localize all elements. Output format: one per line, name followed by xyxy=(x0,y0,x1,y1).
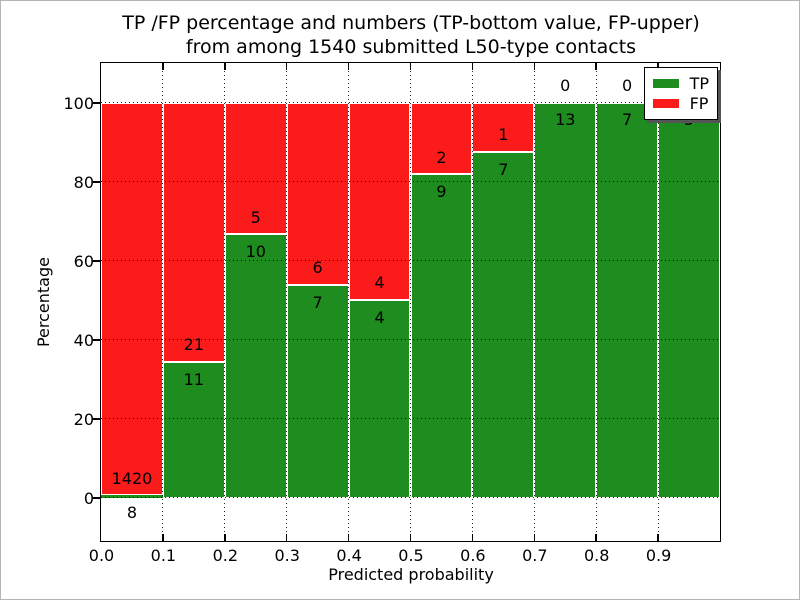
y-tick xyxy=(93,260,100,262)
x-tick-label: 0.9 xyxy=(645,546,672,565)
x-tick-top xyxy=(657,63,659,70)
x-tick-label: 0.8 xyxy=(583,546,610,565)
v-gridline xyxy=(162,63,164,541)
fp-count-label: 1420 xyxy=(111,468,153,488)
fp-count-label: 5 xyxy=(250,207,261,227)
legend-item: FP xyxy=(652,94,709,113)
tp-bar-segment xyxy=(596,102,659,498)
tp-count-label: 7 xyxy=(622,110,633,130)
y-tick-label: 0 xyxy=(83,488,94,508)
x-tick-top xyxy=(347,63,350,70)
legend: TP FP xyxy=(643,67,718,120)
x-tick-bottom xyxy=(285,534,288,541)
x-tick-bottom xyxy=(162,534,164,541)
fp-count-label: 0 xyxy=(560,75,571,95)
v-gridline xyxy=(348,63,350,541)
x-tick-label: 0.2 xyxy=(212,546,239,565)
tp-count-label: 10 xyxy=(245,241,266,261)
v-gridline xyxy=(595,63,597,541)
y-tick xyxy=(93,102,100,104)
x-tick-bottom xyxy=(347,534,350,541)
y-tick xyxy=(93,339,100,341)
x-tick-label: 0.3 xyxy=(274,546,300,565)
x-tick-label: 0.6 xyxy=(460,546,486,565)
y-tick xyxy=(93,497,100,499)
tp-count-label: 9 xyxy=(436,182,447,202)
fp-bar-segment xyxy=(162,102,225,362)
x-tick-label: 0.1 xyxy=(150,546,177,565)
y-tick-label: 100 xyxy=(63,93,94,113)
v-gridline xyxy=(224,63,226,541)
fp-count-label: 2 xyxy=(436,147,447,167)
fp-bar-segment xyxy=(101,102,163,496)
fp-count-label: 0 xyxy=(622,75,633,95)
x-tick-top xyxy=(224,63,226,70)
x-tick-label: 0.0 xyxy=(88,546,115,565)
tp-count-label: 11 xyxy=(183,369,205,389)
x-tick-label: 0.7 xyxy=(522,546,548,565)
grid-layer xyxy=(101,63,720,541)
x-tick-bottom xyxy=(595,534,597,541)
v-gridline xyxy=(657,63,659,541)
x-tick-bottom xyxy=(224,534,226,541)
tp-count-label: 13 xyxy=(555,110,576,130)
x-tick-bottom xyxy=(533,534,536,541)
x-tick-label: 0.4 xyxy=(336,546,362,565)
chart-title-line2: from among 1540 submitted L50-type conta… xyxy=(185,36,637,58)
tp-count-label: 7 xyxy=(498,159,509,179)
fp-count-label: 21 xyxy=(183,335,205,355)
x-tick-top xyxy=(533,63,536,70)
x-tick-label: 0.5 xyxy=(398,546,424,565)
fp-count-label: 1 xyxy=(498,125,509,145)
v-gridline xyxy=(533,63,535,541)
x-tick-top xyxy=(162,63,164,70)
tp-bar-segment xyxy=(658,102,720,498)
tp-bar-segment xyxy=(410,174,473,498)
y-tick-label: 20 xyxy=(73,409,94,429)
y-tick xyxy=(93,418,100,420)
v-gridline xyxy=(471,63,473,541)
legend-item: TP xyxy=(652,74,709,93)
bars-layer xyxy=(101,63,720,541)
x-tick-top xyxy=(595,63,597,70)
x-tick-top xyxy=(471,63,474,70)
legend-label-fp: FP xyxy=(689,94,709,113)
fp-count-label: 4 xyxy=(374,273,385,293)
tp-count-label: 7 xyxy=(312,292,323,312)
x-tick-top xyxy=(409,63,412,70)
tp-count-label: 4 xyxy=(374,307,385,327)
chart-title: TP /FP percentage and numbers (TP-bottom… xyxy=(100,11,722,59)
y-tick-label: 40 xyxy=(73,330,94,350)
v-gridline xyxy=(410,63,411,541)
x-axis-label: Predicted probability xyxy=(328,565,494,584)
x-tick-bottom xyxy=(409,534,412,541)
v-gridline xyxy=(286,63,288,541)
legend-swatch-fp xyxy=(652,99,679,108)
y-axis-label: Percentage xyxy=(34,257,53,348)
bar-labels-layer: 142082111510674429170130705 xyxy=(101,63,720,541)
tp-bar-segment xyxy=(101,495,163,498)
tp-bar-segment xyxy=(162,361,225,498)
legend-label-tp: TP xyxy=(689,74,709,93)
x-tick-bottom xyxy=(471,534,474,541)
fp-count-label: 6 xyxy=(312,258,323,278)
x-tick-top xyxy=(285,63,288,70)
chart-title-line1: TP /FP percentage and numbers (TP-bottom… xyxy=(122,12,700,34)
x-tick-bottom xyxy=(657,534,659,541)
legend-swatch-tp xyxy=(652,79,679,88)
y-tick xyxy=(93,181,100,183)
tp-count-label: 8 xyxy=(126,503,138,523)
y-tick-label: 80 xyxy=(73,172,94,192)
y-tick-label: 60 xyxy=(73,251,94,271)
